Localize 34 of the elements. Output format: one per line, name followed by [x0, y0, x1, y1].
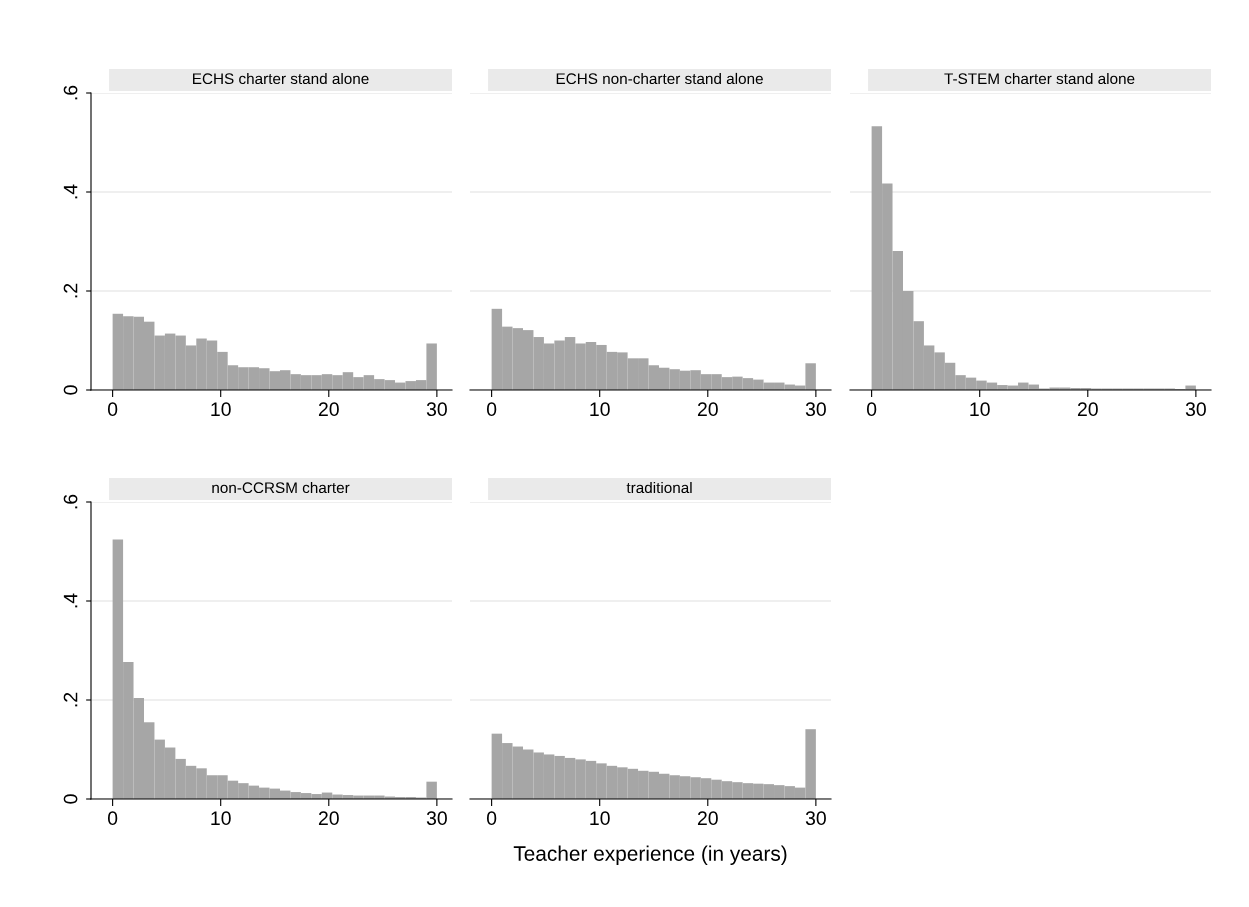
x-tick-label: 20 [697, 402, 718, 417]
x-tick-label: 10 [211, 402, 231, 417]
x-tick-label: 30 [426, 402, 447, 417]
x-tick-label: 20 [697, 811, 718, 826]
x-tick-label: 0 [107, 402, 118, 417]
y-tick-label: 0 [63, 794, 78, 804]
y-tick-label: .2 [63, 283, 78, 298]
chart-title: ECHS charter stand alone [193, 72, 369, 85]
x-tick-label: 30 [805, 811, 826, 826]
x-tick-label: 20 [1077, 402, 1098, 417]
x-tick-label: 10 [211, 811, 231, 826]
chart-title: non-CCRSM charter [212, 481, 350, 494]
x-tick-label: 10 [590, 811, 610, 826]
x-tick-label: 0 [486, 811, 497, 826]
x-axis-title: Teacher experience (in years) [513, 845, 787, 866]
chart-title: traditional [626, 481, 692, 494]
y-tick-label: .2 [63, 692, 78, 707]
y-tick-label: 0 [63, 385, 78, 395]
y-tick-label: .6 [63, 85, 78, 100]
x-tick-label: 0 [486, 402, 497, 417]
x-tick-label: 20 [318, 402, 339, 417]
x-tick-label: 20 [318, 811, 339, 826]
chart-title: T-STEM charter stand alone [944, 72, 1135, 85]
chart-title: ECHS non-charter stand alone [556, 72, 763, 85]
x-tick-label: 10 [970, 402, 990, 417]
x-tick-label: 30 [805, 402, 826, 417]
y-tick-label: .4 [63, 184, 78, 199]
x-tick-label: 30 [426, 811, 447, 826]
x-tick-label: 0 [107, 811, 118, 826]
y-tick-label: .4 [63, 593, 78, 608]
x-tick-label: 30 [1185, 402, 1206, 417]
y-tick-label: .6 [63, 494, 78, 509]
x-tick-label: 0 [866, 402, 877, 417]
x-tick-label: 10 [590, 402, 610, 417]
